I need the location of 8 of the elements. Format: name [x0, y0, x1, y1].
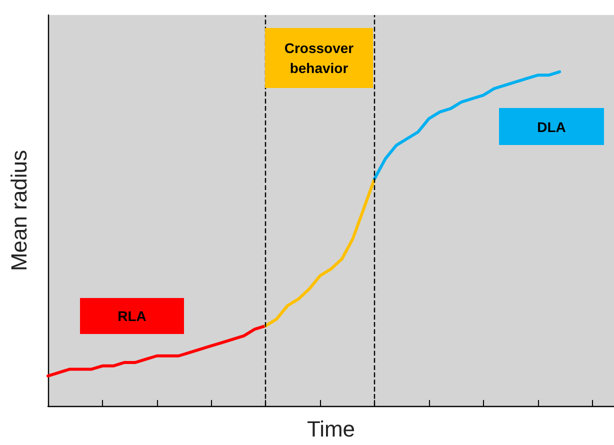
y-axis-title: Mean radius [6, 150, 32, 272]
label-box: RLA [80, 298, 184, 334]
annotation: Crossover behavior [283, 39, 355, 78]
label-box: Crossover behavior [265, 28, 373, 88]
label-box: DLA [499, 108, 604, 145]
x-axis-title: Time [306, 416, 356, 442]
annotation: DLA [537, 118, 566, 136]
annotation: RLA [118, 307, 146, 326]
